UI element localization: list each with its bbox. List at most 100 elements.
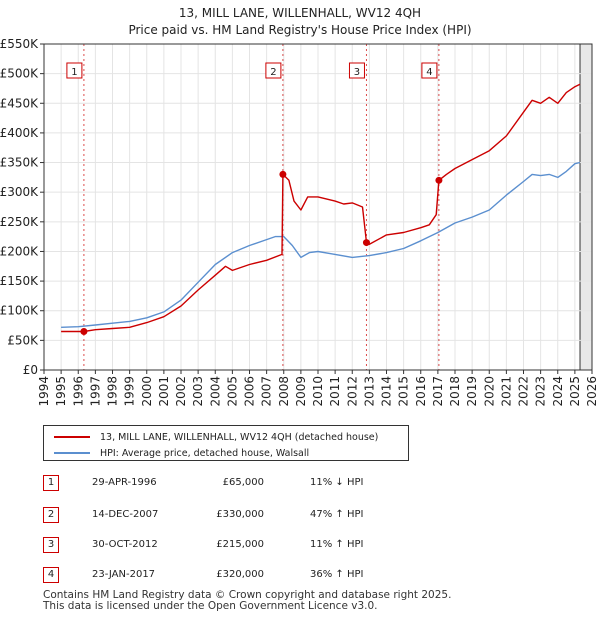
x-tick-label: 2018	[448, 376, 462, 407]
x-tick-label: 1995	[54, 376, 68, 407]
transaction-price: £330,000	[216, 509, 264, 520]
transaction-hpi: 11% ↑ HPI	[310, 539, 364, 550]
transaction-point	[279, 170, 287, 178]
marker-label-box	[421, 62, 438, 79]
x-tick-label: 2014	[380, 376, 394, 407]
table-row: 4 23-JAN-2017 £320,000 36% ↑ HPI	[43, 567, 443, 587]
x-tick-label: 2008	[277, 376, 291, 407]
table-row: 1 29-APR-1996 £65,000 11% ↓ HPI	[43, 475, 443, 495]
transaction-price: £65,000	[222, 477, 264, 488]
x-tick-label: 2015	[397, 376, 411, 407]
y-tick-label: £350K	[0, 156, 39, 170]
grid-lines	[43, 43, 593, 371]
transaction-date: 30-OCT-2012	[92, 539, 158, 550]
footer: Contains HM Land Registry data © Crown c…	[43, 590, 451, 612]
y-tick-label: £0	[23, 363, 38, 377]
footer-licence: This data is licensed under the Open Gov…	[43, 600, 378, 612]
footer-copyright: Contains HM Land Registry data © Crown c…	[43, 589, 452, 601]
x-tick-label: 2026	[585, 376, 599, 407]
x-tick-label: 2002	[174, 376, 188, 407]
x-tick-label: 2020	[482, 376, 496, 407]
transaction-point	[362, 239, 370, 247]
transaction-number: 3	[43, 537, 59, 553]
y-tick-label: £200K	[0, 244, 39, 258]
y-tick-label: £500K	[0, 67, 39, 81]
y-tick-label: £50K	[7, 333, 39, 347]
x-tick-label: 2019	[465, 376, 479, 407]
x-tick-label: 1994	[37, 376, 51, 407]
y-tick-label: £550K	[0, 37, 39, 51]
x-tick-label: 1999	[123, 376, 137, 407]
x-tick-label: 2017	[431, 376, 445, 407]
x-tick-label: 2010	[311, 376, 325, 407]
x-tick-label: 2001	[157, 376, 171, 407]
transaction-marker-labels: 1 2 3 4	[66, 62, 443, 335]
x-tick-label: 2023	[534, 376, 548, 407]
x-axis: 1994 1995 1996 1997 1998 1999 2000 2001 2002 2003…	[37, 370, 599, 407]
x-tick-label: 2016	[414, 376, 428, 407]
marker-label: 2	[270, 67, 276, 78]
transaction-number: 1	[43, 475, 59, 491]
table-row: 3 30-OCT-2012 £215,000 11% ↑ HPI	[43, 537, 443, 557]
hpi-line	[61, 161, 581, 328]
x-tick-label: 2012	[345, 376, 359, 407]
marker-label-box	[66, 62, 83, 79]
chart-subtitle: Price paid vs. HM Land Registry's House …	[128, 23, 471, 37]
x-tick-label: 2024	[551, 376, 565, 407]
x-tick-label: 2004	[208, 376, 222, 407]
legend-swatch-property	[54, 436, 90, 438]
legend-label-property: 13, MILL LANE, WILLENHALL, WV12 4QH (det…	[100, 431, 379, 443]
transaction-number: 4	[43, 567, 59, 583]
legend: 13, MILL LANE, WILLENHALL, WV12 4QH (det…	[43, 425, 409, 461]
marker-label-box	[265, 62, 282, 79]
marker-label: 4	[426, 67, 432, 78]
x-tick-label: 1998	[106, 376, 120, 407]
y-axis: £0 £50K £100K £150K £200K £250K £300K £350K £400…	[0, 37, 44, 377]
marker-label-box	[348, 62, 365, 79]
price-chart: 13, MILL LANE, WILLENHALL, WV12 4QH Pric…	[0, 6, 599, 407]
transaction-date: 29-APR-1996	[92, 477, 157, 488]
x-tick-label: 2021	[499, 376, 513, 407]
future-shading	[579, 44, 592, 370]
x-tick-label: 2022	[517, 376, 531, 407]
y-tick-label: £450K	[0, 96, 39, 110]
legend-swatch-hpi	[54, 452, 90, 454]
x-tick-label: 1997	[88, 376, 102, 407]
transaction-number: 2	[43, 507, 59, 523]
y-tick-label: £250K	[0, 215, 39, 229]
x-tick-label: 2000	[140, 376, 154, 407]
transaction-marker-lines	[83, 44, 440, 370]
x-tick-label: 2009	[294, 376, 308, 407]
x-tick-label: 2013	[362, 376, 376, 407]
y-tick-label: £150K	[0, 274, 39, 288]
transaction-hpi: 36% ↑ HPI	[310, 569, 364, 580]
future-period-shade	[580, 44, 592, 370]
x-tick-label: 2005	[225, 376, 239, 407]
series-lines	[61, 83, 581, 333]
transaction-price: £215,000	[216, 539, 264, 550]
transaction-point	[80, 327, 88, 335]
transaction-date: 14-DEC-2007	[92, 509, 159, 520]
marker-label: 3	[354, 67, 360, 78]
y-tick-label: £100K	[0, 304, 39, 318]
legend-label-hpi: HPI: Average price, detached house, Wals…	[100, 447, 310, 459]
chart-title: 13, MILL LANE, WILLENHALL, WV12 4QH	[179, 6, 421, 20]
transaction-date: 23-JAN-2017	[92, 569, 156, 580]
transaction-point	[435, 176, 443, 184]
x-tick-label: 2011	[328, 376, 342, 407]
table-row: 2 14-DEC-2007 £330,000 47% ↑ HPI	[43, 507, 443, 527]
x-tick-label: 2006	[243, 376, 257, 407]
transaction-hpi: 11% ↓ HPI	[310, 477, 364, 488]
transaction-hpi: 47% ↑ HPI	[310, 509, 364, 520]
x-tick-label: 2007	[260, 376, 274, 407]
transaction-price: £320,000	[216, 569, 264, 580]
legend-item-hpi: HPI: Average price, detached house, Wals…	[54, 445, 309, 461]
y-tick-label: £400K	[0, 126, 39, 140]
y-tick-label: £300K	[0, 185, 39, 199]
x-tick-label: 2003	[191, 376, 205, 407]
x-tick-label: 2025	[568, 376, 582, 407]
marker-label: 1	[71, 67, 77, 78]
property-price-line	[61, 83, 581, 333]
x-tick-label: 1996	[71, 376, 85, 407]
legend-item-property: 13, MILL LANE, WILLENHALL, WV12 4QH (det…	[54, 429, 378, 445]
